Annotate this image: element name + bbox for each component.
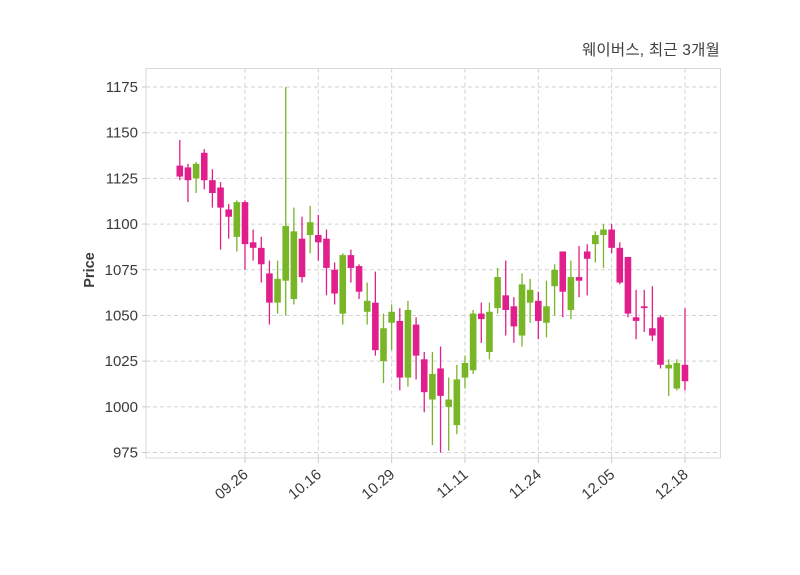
candle[interactable] <box>665 359 672 396</box>
candle[interactable] <box>649 286 656 342</box>
candle[interactable] <box>404 300 412 387</box>
x-tick-label: 11.24 <box>506 466 545 502</box>
x-tick-label: 12.18 <box>652 466 692 503</box>
candle[interactable] <box>494 267 501 314</box>
candle[interactable] <box>282 87 290 316</box>
x-tick-labels: 09.26 10.16 10.29 11.11 11.24 12.05 12.18 <box>212 466 692 503</box>
candle[interactable] <box>510 297 518 343</box>
candle[interactable] <box>420 351 428 413</box>
candle[interactable] <box>380 313 387 384</box>
candle[interactable] <box>355 264 363 299</box>
candle[interactable] <box>388 304 395 351</box>
candle[interactable] <box>469 309 477 374</box>
candle[interactable] <box>453 364 461 435</box>
candle[interactable] <box>600 224 607 268</box>
candle[interactable] <box>616 242 624 285</box>
candle[interactable] <box>461 355 469 389</box>
candle[interactable] <box>290 207 298 305</box>
candle[interactable] <box>217 182 224 250</box>
candle[interactable] <box>396 308 404 391</box>
x-tick-label: 09.26 <box>212 466 252 503</box>
y-tick-label: 1175 <box>106 79 138 96</box>
candle[interactable] <box>372 271 379 356</box>
candle[interactable] <box>437 346 444 453</box>
y-tick-label: 1150 <box>106 125 138 142</box>
candle[interactable] <box>184 163 192 203</box>
candle[interactable] <box>486 302 493 360</box>
candle[interactable] <box>477 302 485 343</box>
candle[interactable] <box>274 260 281 314</box>
candle[interactable] <box>681 308 689 391</box>
candle[interactable] <box>323 229 330 296</box>
vertical-gridlines <box>244 68 686 458</box>
candle[interactable] <box>608 224 615 254</box>
axis-tick-marks <box>142 86 686 463</box>
y-tick-label: 1025 <box>105 353 138 370</box>
y-tick-label: 1075 <box>105 262 138 279</box>
candle[interactable] <box>363 282 371 325</box>
y-tick-label: 1100 <box>106 216 138 233</box>
candle[interactable] <box>567 260 575 320</box>
x-tick-label: 11.11 <box>434 466 472 502</box>
candle[interactable] <box>673 359 681 391</box>
candle[interactable] <box>559 251 567 318</box>
candle[interactable] <box>526 278 534 323</box>
candle[interactable] <box>575 245 583 298</box>
candle[interactable] <box>257 236 265 283</box>
candle[interactable] <box>249 229 257 261</box>
y-tick-label: 1125 <box>106 170 138 187</box>
candle[interactable] <box>624 256 632 318</box>
chart-title: 웨이버스, 최근 3개월 <box>581 42 720 59</box>
candle[interactable] <box>192 161 200 193</box>
candle[interactable] <box>543 280 550 338</box>
y-tick-labels: 975 1000 1025 1050 1075 1100 1125 1150 1175 <box>105 79 138 462</box>
candle[interactable] <box>315 214 322 261</box>
candle[interactable] <box>225 203 232 239</box>
candle[interactable] <box>592 231 599 263</box>
y-tick-label: 975 <box>113 445 138 462</box>
y-tick-label: 1000 <box>105 399 138 416</box>
plot-border <box>145 68 721 459</box>
x-tick-label: 10.16 <box>285 466 325 503</box>
candle[interactable] <box>209 169 216 208</box>
candle[interactable] <box>298 216 306 283</box>
x-tick-label: 10.29 <box>359 466 399 503</box>
candle[interactable] <box>412 317 420 380</box>
x-tick-label: 12.05 <box>579 466 619 503</box>
candles-layer <box>176 87 689 453</box>
candle[interactable] <box>632 289 640 340</box>
candle[interactable] <box>502 260 510 336</box>
candle[interactable] <box>241 200 249 270</box>
candle[interactable] <box>200 149 208 190</box>
candle[interactable] <box>233 200 241 252</box>
candle[interactable] <box>306 205 314 254</box>
candle[interactable] <box>176 139 184 181</box>
horizontal-gridlines <box>146 86 721 453</box>
candle[interactable] <box>657 315 664 369</box>
y-tick-label: 1050 <box>105 307 138 324</box>
candle[interactable] <box>518 273 526 347</box>
candle[interactable] <box>445 377 452 451</box>
candle[interactable] <box>429 351 436 446</box>
candle[interactable] <box>640 289 648 332</box>
candle[interactable] <box>583 244 591 296</box>
candle[interactable] <box>551 264 558 316</box>
plot-area[interactable] <box>146 68 721 459</box>
candle[interactable] <box>339 253 347 325</box>
candle[interactable] <box>347 249 355 283</box>
candle[interactable] <box>535 291 542 340</box>
candle[interactable] <box>331 262 338 305</box>
candle[interactable] <box>266 260 273 325</box>
